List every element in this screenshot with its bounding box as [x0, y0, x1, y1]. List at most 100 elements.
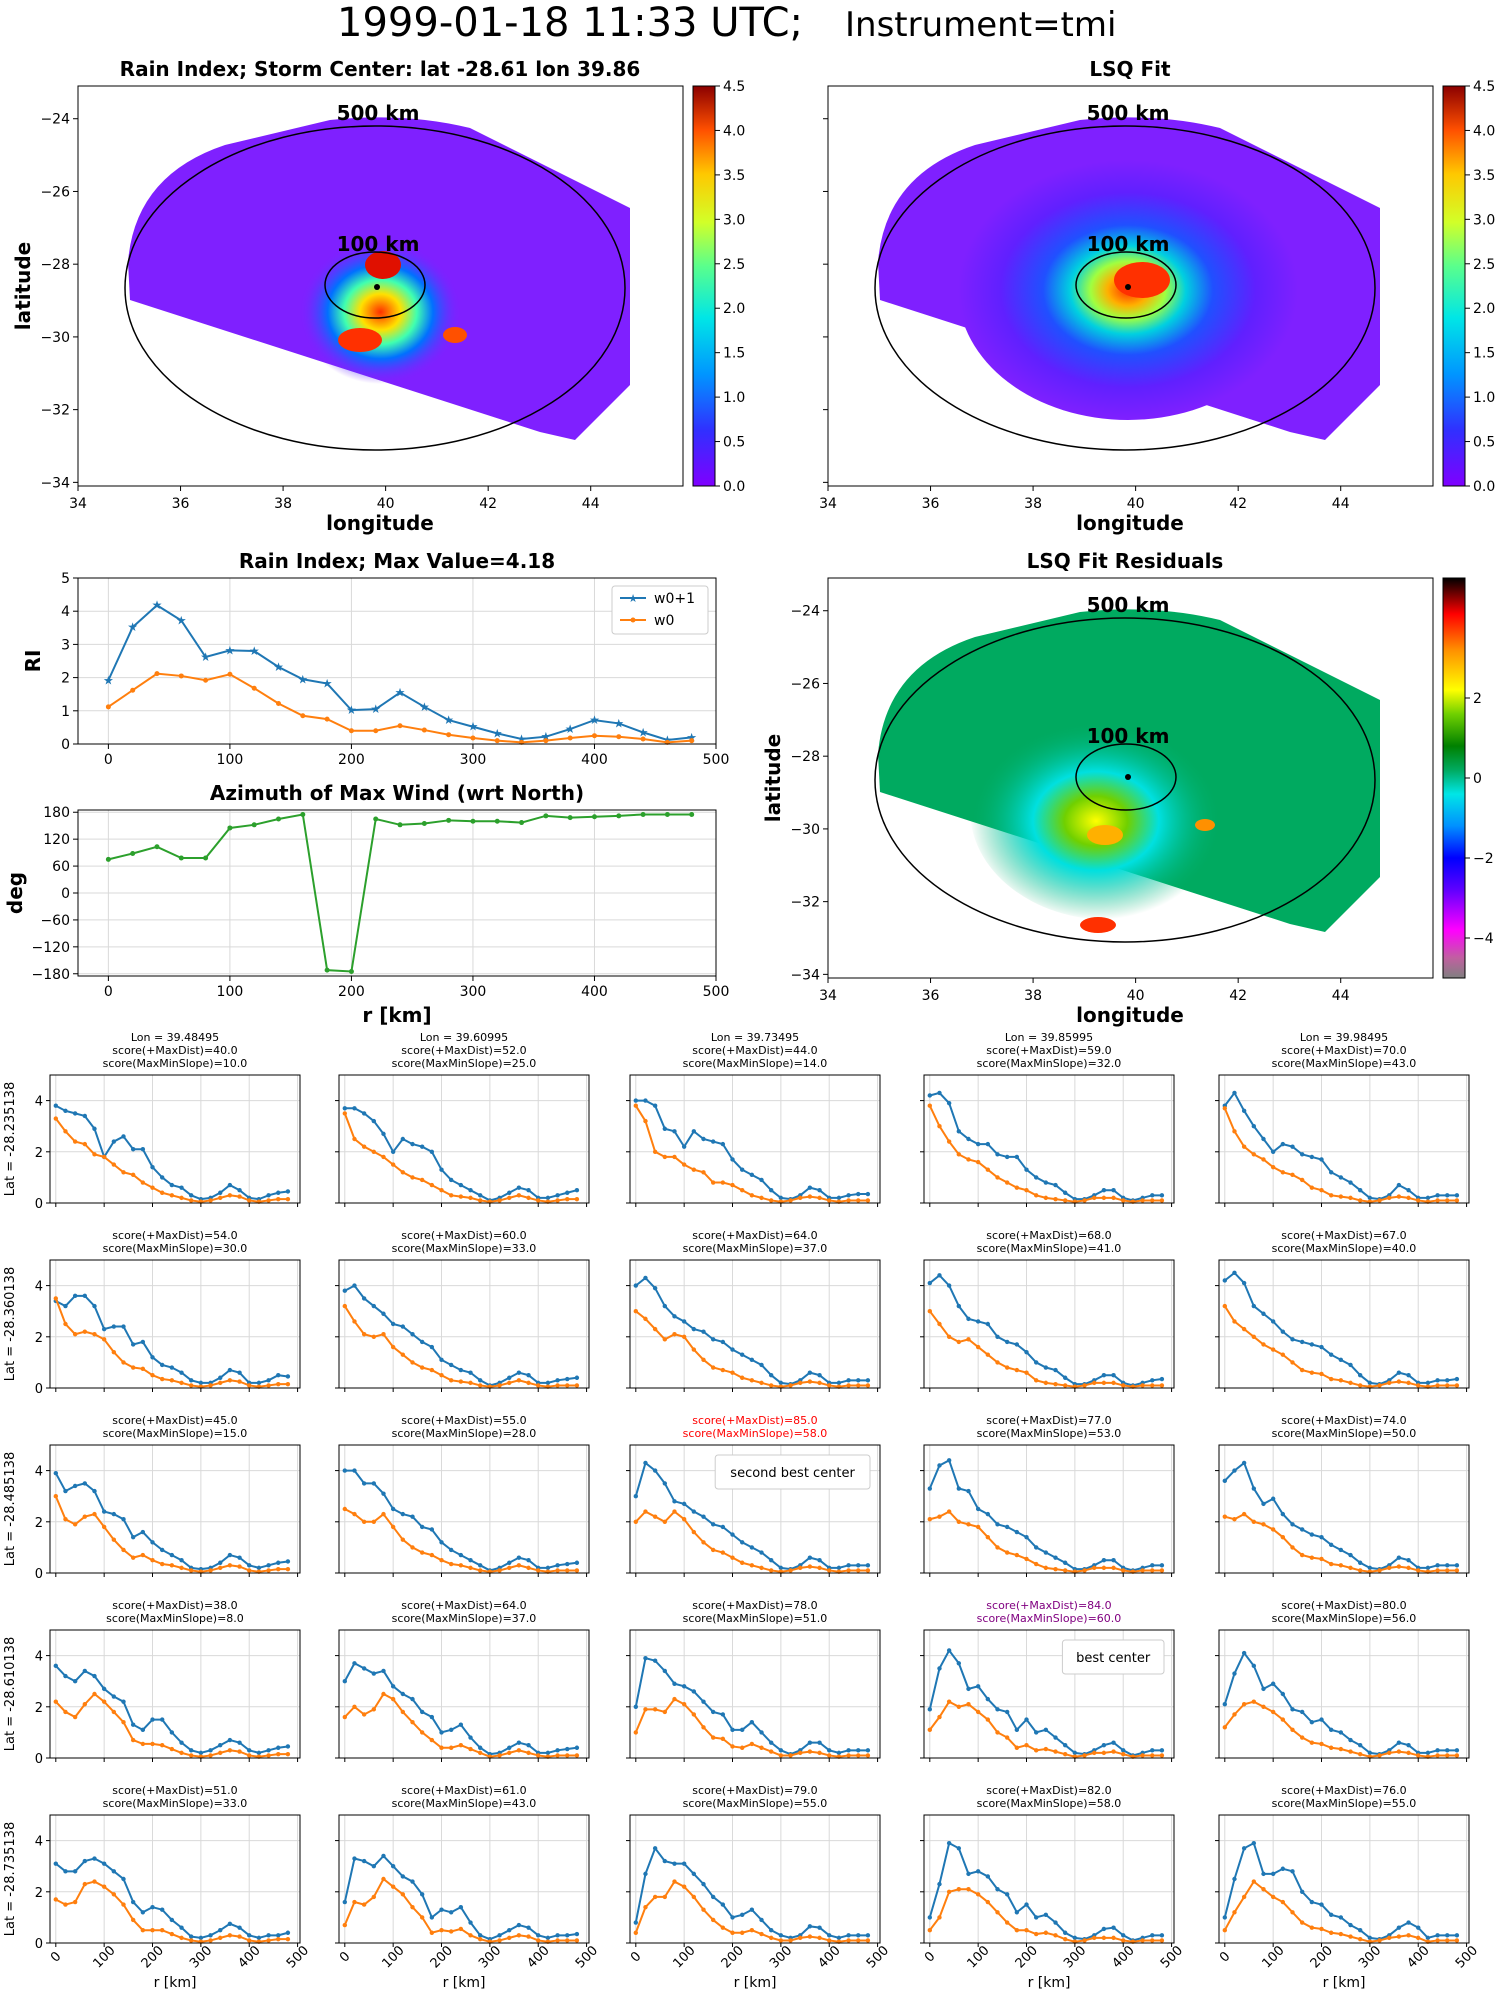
data-point [1092, 1935, 1097, 1941]
data-point [567, 815, 573, 821]
cell-axes [338, 1629, 590, 1759]
data-point [140, 1366, 146, 1372]
data-point: ★ [249, 644, 260, 658]
series-line [634, 1105, 868, 1203]
data-point [247, 1753, 252, 1758]
data-point: ★ [297, 672, 308, 686]
data-point [807, 1379, 813, 1384]
y-tick-label: −26 [790, 676, 820, 692]
data-point [390, 1864, 396, 1869]
data-point [1338, 1746, 1344, 1752]
data-point [681, 1162, 687, 1167]
data-point [1140, 1198, 1145, 1203]
data-point [856, 1938, 861, 1943]
data-point [276, 1933, 281, 1938]
data-point [749, 1741, 755, 1747]
data-point [1377, 1938, 1382, 1943]
data-point [749, 1172, 755, 1178]
data-point [154, 671, 160, 677]
data-point [555, 1748, 560, 1753]
data-point [672, 1314, 677, 1319]
data-point [1251, 1699, 1257, 1704]
data-point [1406, 1380, 1411, 1386]
x-tick-label: 100 [379, 1943, 407, 1971]
data-point [390, 1149, 396, 1155]
data-point [759, 1931, 764, 1937]
cell-axes [1218, 1814, 1470, 1944]
data-point [1425, 1750, 1431, 1756]
cell-axes [629, 1629, 881, 1759]
data-point [1309, 1719, 1315, 1725]
ring-label-500km: 500 km [337, 101, 420, 125]
data-point [749, 1907, 755, 1912]
data-point [807, 1934, 813, 1939]
data-point [1004, 1339, 1010, 1345]
data-point [956, 1887, 962, 1892]
data-point [555, 1378, 560, 1383]
data-point [300, 713, 306, 719]
data-point: ★ [540, 730, 551, 744]
data-point [72, 1522, 78, 1527]
lsq-residuals-title: LSQ Fit Residuals [1027, 549, 1224, 573]
data-point [643, 1118, 648, 1124]
data-point [778, 1380, 784, 1386]
y-tick-label: −28 [790, 749, 820, 765]
data-point [188, 1378, 194, 1383]
data-point [710, 1337, 716, 1342]
data-point [1232, 1270, 1237, 1276]
data-point [1241, 1144, 1247, 1149]
rain-index-xlabel: longitude [326, 511, 434, 535]
rain-index-core [240, 180, 510, 420]
series-line [107, 672, 692, 744]
data-point [92, 1856, 97, 1861]
data-point [1241, 1326, 1247, 1332]
data-point [1053, 1933, 1058, 1938]
data-point [927, 1103, 933, 1108]
data-point [63, 1108, 68, 1114]
data-point [111, 1349, 117, 1355]
data-point [400, 1709, 406, 1715]
data-point [429, 1344, 435, 1350]
cell-score-maxminslope: score(MaxMinSlope)=14.0 [683, 1057, 828, 1070]
data-point [179, 1925, 184, 1930]
data-point [439, 1558, 444, 1563]
series-line [634, 1846, 868, 1939]
lsq-residuals-ring-500km [874, 617, 1376, 943]
legend-w0-marker [630, 617, 636, 623]
data-point [1406, 1920, 1411, 1925]
data-point [739, 1167, 745, 1172]
data-point [516, 1922, 522, 1928]
data-point [1241, 1511, 1247, 1517]
data-point [1232, 1090, 1237, 1096]
data-point [1062, 1930, 1068, 1935]
data-point [1435, 1933, 1440, 1938]
data-point [494, 738, 500, 744]
x-tick-label: 34 [69, 496, 87, 512]
data-point [1299, 1889, 1305, 1895]
y-tick-label: 0 [35, 1937, 43, 1952]
rain-index-profile-legend: ★ w0+1 w0 [611, 585, 709, 635]
x-tick-label: 300 [1061, 1943, 1089, 1971]
data-point [342, 1303, 348, 1309]
data-point [1328, 1352, 1334, 1357]
data-point [285, 1936, 291, 1942]
data-point [63, 1321, 68, 1327]
data-point [400, 1136, 406, 1142]
data-point [397, 822, 403, 828]
data-point [179, 1380, 184, 1386]
data-point [701, 1514, 706, 1519]
data-point [101, 1686, 107, 1692]
data-point [150, 1185, 155, 1190]
data-point [1270, 1681, 1276, 1686]
data-point [519, 820, 525, 826]
data-point [237, 1194, 242, 1199]
data-point [300, 811, 306, 817]
y-tick-label: 0 [61, 737, 70, 753]
x-tick-label: 400 [1404, 1943, 1432, 1971]
data-point [1445, 1193, 1450, 1198]
data-point [1251, 1152, 1257, 1157]
cell-score-maxminslope: score(MaxMinSlope)=58.0 [977, 1797, 1122, 1810]
data-point [1280, 1691, 1286, 1697]
data-point [458, 1722, 464, 1727]
data-point [652, 1846, 658, 1851]
